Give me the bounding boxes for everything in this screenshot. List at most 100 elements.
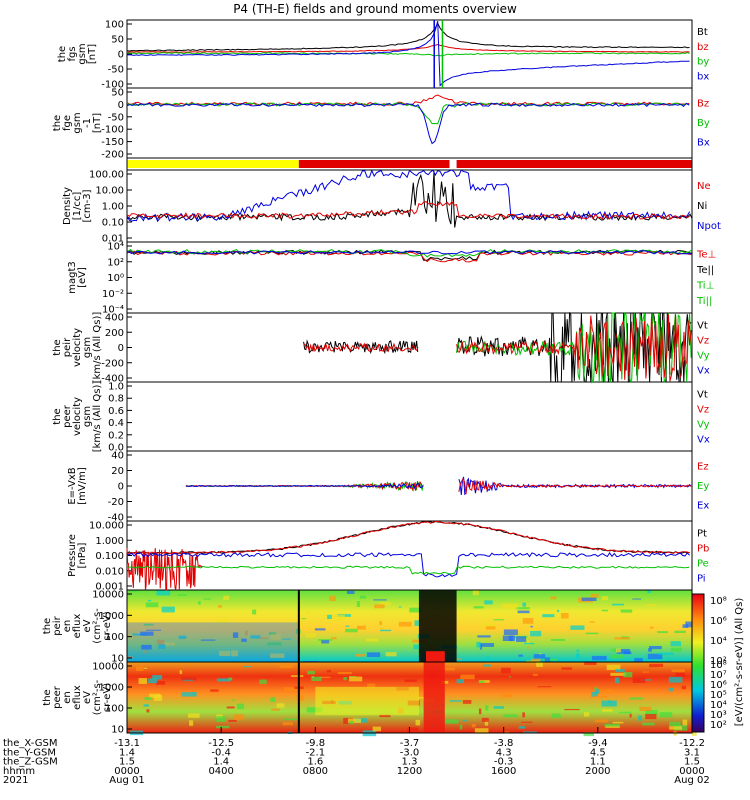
spectrogram-texture [478,708,482,715]
x-axis-row-label: the_Y-GSM [3,747,56,758]
spectrogram-texture [283,718,299,721]
spectrogram-texture [485,626,496,630]
spectrogram-texture [522,617,534,624]
spectrogram-texture [584,662,597,666]
spectrogram-texture [148,678,158,684]
trace-bx [126,20,690,87]
spectrogram-texture [576,649,580,652]
y-axis-label: eV [82,691,93,704]
spectrogram-texture [509,676,512,678]
legend-entry: Pb [697,543,709,554]
spectrogram-texture [640,679,651,681]
spectrogram-texture [216,620,229,623]
y-axis-label: [eV] [77,267,88,288]
spectrogram-texture [259,679,267,684]
spectrogram-texture [138,678,147,684]
spectrogram-texture [282,722,293,726]
spectrogram-texture [189,720,194,726]
spectrogram-texture [329,595,336,602]
spectrogram-texture [307,670,315,675]
spectrogram-texture [414,620,420,626]
spectrogram-texture [276,703,285,708]
legend-entry: Vy [697,419,710,430]
spectrogram-texture [282,638,291,640]
legend-entry: Pe [697,558,709,569]
trace-Ex-1 [185,483,424,490]
y-tick-label: 0.4 [108,418,124,429]
spectrogram-texture [143,667,148,669]
spectrogram-texture [147,599,152,602]
spectrogram-texture [649,663,664,668]
panel-frame-temp [126,241,693,314]
spectrogram-texture [610,654,623,659]
x-axis-value: 2000 [585,766,610,777]
spectrogram-texture [144,697,152,701]
y-tick-label: 50 [111,35,124,46]
y-axis-label: the [42,618,53,634]
spectrogram-texture [135,666,144,671]
y-tick-label: -100 [101,80,124,91]
x-axis-value: 0000 [679,766,704,777]
spectrogram-texture [598,689,614,693]
spectrogram-texture [146,629,162,631]
x-axis-value: 0400 [208,766,233,777]
y-axis-label: [nPa] [77,542,88,568]
spectrogram-texture [441,680,449,684]
spectrogram-texture [270,697,276,702]
spectrogram-texture [153,695,163,701]
spectrogram-texture [374,604,385,609]
spectrogram-texture [271,708,280,711]
flag-bar-red-1 [298,160,450,168]
legend-entry: By [697,118,710,129]
spectrogram-texture [129,590,138,592]
spectrogram-texture [681,685,687,690]
legend-entry: Ex [697,500,709,511]
legend-entry: Vz [697,335,709,346]
y-axis-label: (cm²-s- [92,679,103,715]
y-axis-label: the [52,339,63,355]
y-axis-label: [km/s (All Qs)] [92,312,103,384]
spectrogram-texture [478,680,485,683]
y-tick-label: 10 [111,654,124,665]
spectrogram-texture [379,601,391,606]
spectrogram-texture [279,664,294,669]
trace-Pe [126,565,690,575]
spectrogram-texture [584,712,590,717]
spectrogram-texture [669,726,683,730]
spectrogram-texture [444,719,459,724]
y-tick-label: 100.00 [89,170,124,181]
spectrogram-texture [305,633,316,638]
spectrogram-texture [127,656,134,659]
spectrogram-texture [581,597,597,602]
spectrogram-texture [561,658,565,661]
y-axis-label: en [62,691,73,704]
y-tick-label: 10² [107,257,124,268]
spectrogram-texture [618,711,632,714]
spectrogram-texture [192,692,196,694]
x-axis-value: -3.7 [400,738,420,749]
spectrogram-texture [583,732,595,737]
spectrogram-texture [486,656,490,662]
spectrogram-texture [536,662,543,667]
y-axis-label: [mV/m] [77,467,88,505]
spectrogram-texture [409,607,422,613]
y-tick-label: 10 [111,725,124,736]
spectrogram-texture [523,731,537,734]
spectrogram-texture [226,706,235,709]
legend-entry: Pt [697,528,707,539]
spectrogram-texture [197,601,201,605]
spectrogram-texture [482,623,496,629]
spectrogram-texture [516,636,527,642]
spectrogram-texture [479,644,483,650]
spectrogram-texture [355,653,366,657]
y-axis-label: the [42,689,53,705]
spectrogram-texture [356,625,366,630]
spectrogram-texture [200,639,216,641]
spectrogram-texture [404,679,417,682]
spectrogram-texture [163,642,176,646]
spectrogram-texture [594,719,609,723]
spectrogram-texture [270,653,285,658]
spectrogram-texture [270,634,281,640]
spectrogram-texture [460,674,475,680]
spectrogram-texture [502,603,518,609]
